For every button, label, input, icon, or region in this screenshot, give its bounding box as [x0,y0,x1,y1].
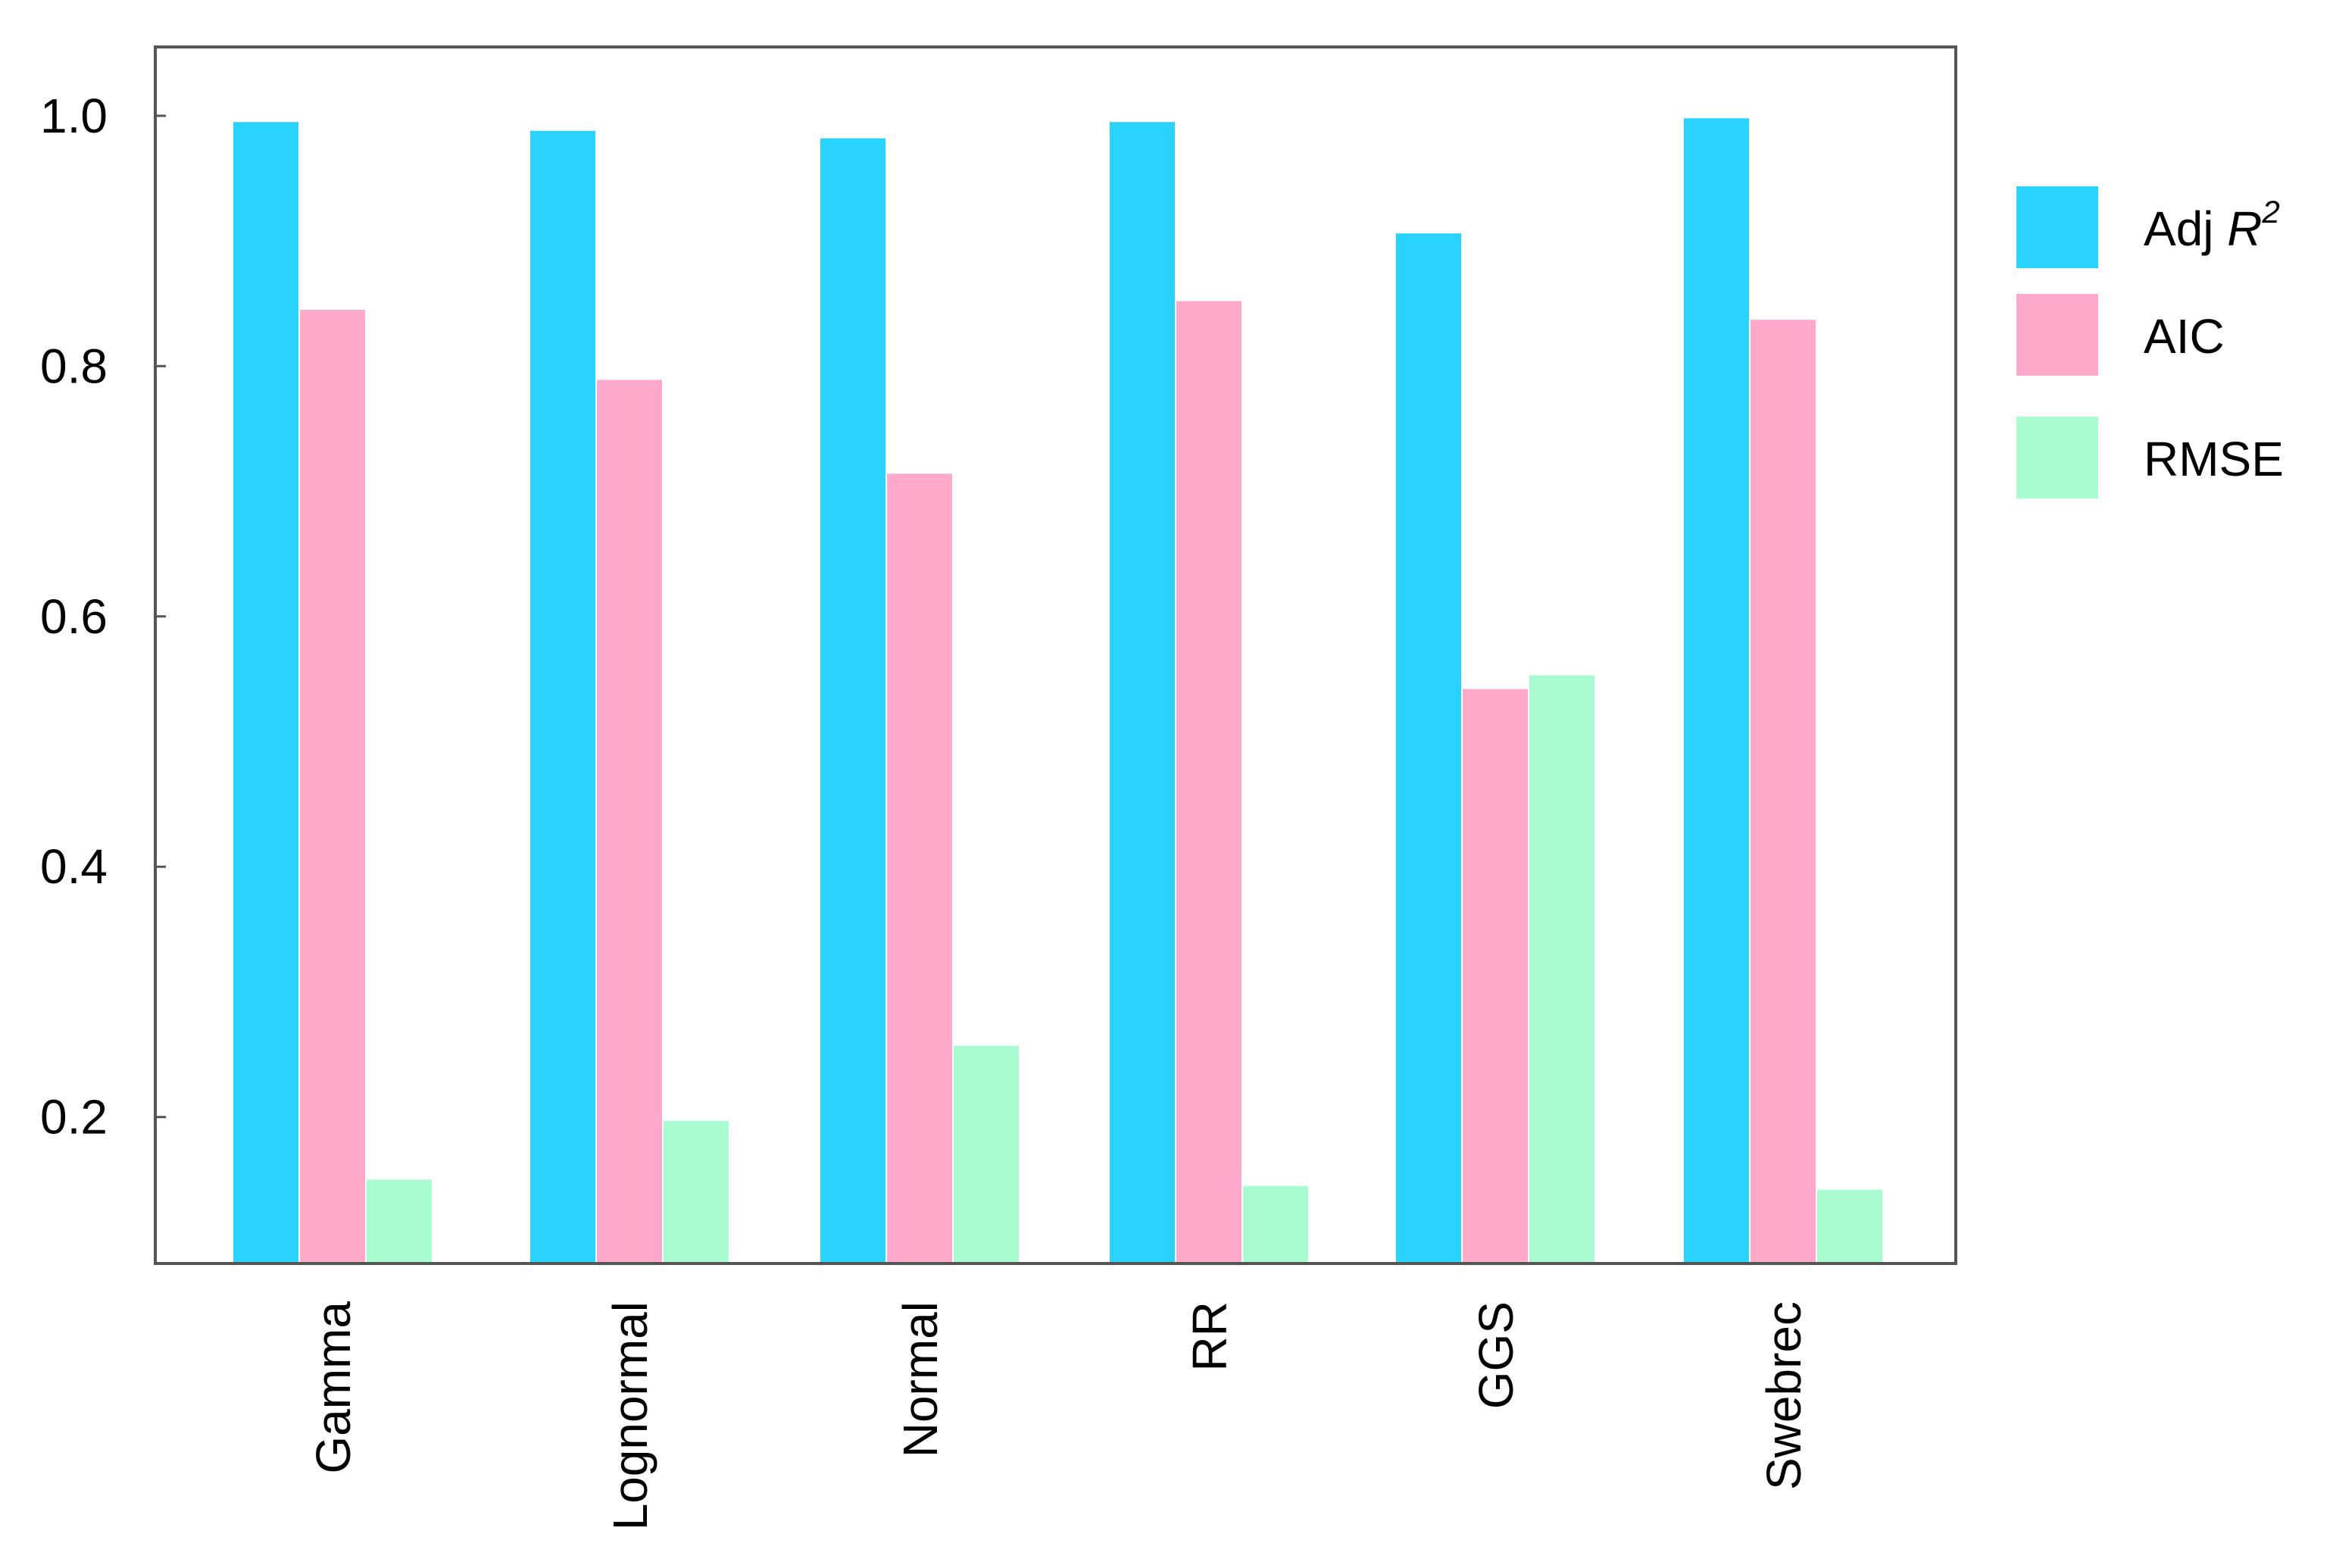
y-tick-label: 0.8 [40,339,108,393]
bar-swebrec-adj-r [1684,118,1749,1264]
bars-layer [233,118,1882,1264]
bar-swebrec-rmse [1817,1189,1882,1263]
bar-normal-aic [887,473,952,1263]
legend-label-rmse: RMSE [2144,432,2284,486]
bar-gamma-rmse [367,1179,432,1263]
bar-gamma-aic [300,309,365,1263]
bar-rr-aic [1176,301,1241,1264]
y-tick-label: 0.6 [40,589,108,644]
bar-ggs-aic [1463,689,1528,1263]
x-tick-label-ggs: GGS [1469,1301,1523,1409]
legend-swatch-aic [2016,294,2098,376]
bar-ggs-adj-r [1396,233,1461,1263]
plot-frame [154,45,1957,1265]
bar-rr-rmse [1243,1185,1308,1263]
bar-gamma-adj-r [233,122,298,1264]
y-tick-label: 1.0 [40,89,108,143]
bar-lognormal-aic [597,380,662,1263]
bar-lognormal-adj-r [530,130,595,1263]
legend-label-aic: AIC [2144,309,2225,364]
legend: Adj R2 AIC RMSE [2016,186,2284,498]
x-tick-label-swebrec: Swebrec [1757,1301,1811,1490]
legend-swatch-rmse [2016,417,2098,498]
x-tick-label-rr: RR [1182,1301,1237,1371]
bar-lognormal-rmse [664,1120,729,1263]
bar-rr-adj-r [1110,122,1175,1264]
bar-ggs-rmse [1529,675,1594,1263]
y-tick-label: 0.4 [40,839,108,894]
legend-swatch-adj-r [2016,186,2098,268]
x-tick-label-lognormal: Lognormal [603,1301,657,1530]
y-axis: 0.2 0.4 0.6 0.8 1.0 [40,89,166,1145]
y-tick-label: 0.2 [40,1090,108,1145]
bar-normal-rmse [954,1045,1019,1263]
x-tick-label-gamma: Gamma [306,1301,361,1474]
x-tick-label-normal: Normal [893,1301,948,1457]
legend-label-adj-r: Adj R2 [2144,194,2280,256]
bar-swebrec-aic [1751,320,1816,1264]
bar-normal-adj-r [820,138,885,1263]
x-axis: Gamma Lognormal Normal RR GGS Swebrec [306,1301,1811,1531]
